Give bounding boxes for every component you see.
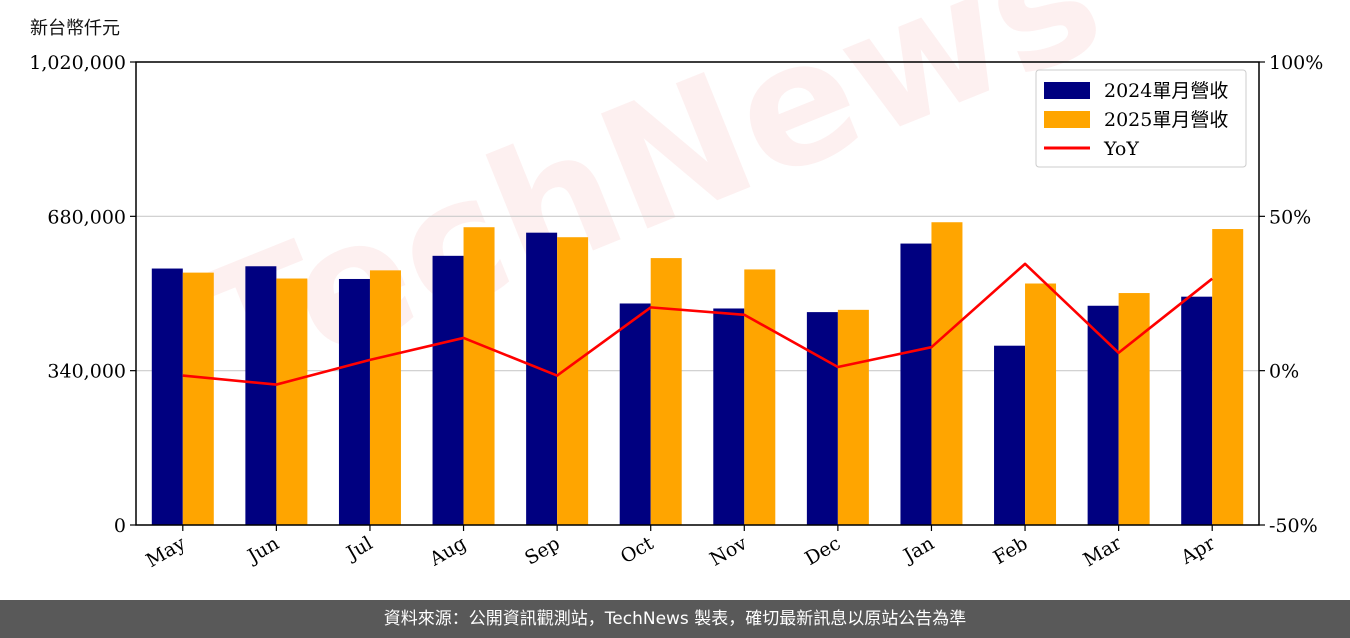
x-tick-label: Sep [521, 532, 564, 569]
bar [994, 345, 1026, 525]
yoy-line-layer [182, 262, 1214, 386]
bar [1118, 293, 1150, 525]
x-tick-label: Jul [341, 532, 376, 565]
bar [837, 309, 869, 525]
revenue-chart: 0 340,000 680,000 1,020,000 -50% 0% 50% 100% May… [29, 52, 1323, 572]
x-tick-label: Dec [801, 532, 844, 570]
bar [432, 255, 464, 525]
y-left-tick-label: 0 [114, 515, 126, 537]
legend: 2024單月營收 2025單月營收 YoY [1035, 69, 1247, 168]
bar [369, 270, 401, 525]
x-tick-label: May [142, 532, 189, 572]
legend-label: 2024單月營收 [1104, 80, 1228, 102]
bar [744, 269, 776, 525]
y-left-tick-label: 680,000 [47, 206, 126, 228]
y-left-tick-label: 340,000 [47, 361, 126, 383]
y-right-tick-label: 0% [1269, 361, 1299, 383]
x-tick-label: Nov [706, 532, 751, 571]
y-left-tick-label: 1,020,000 [29, 52, 126, 74]
bar [182, 272, 214, 525]
y-axis-unit-label: 新台幣仟元 [30, 18, 120, 39]
footer-source-note: 資料來源：公開資訊觀測站，TechNews 製表，確切最新訊息以原站公告為準 [0, 600, 1350, 638]
y-right-tick-label: -50% [1269, 515, 1318, 537]
bar [1212, 229, 1244, 525]
bar [526, 232, 558, 526]
bar [619, 303, 651, 525]
x-tick-label: Oct [617, 532, 658, 568]
legend-swatch [1044, 82, 1090, 99]
bars [151, 222, 1244, 526]
bar [713, 308, 745, 525]
bar [806, 312, 838, 525]
x-tick-label: Mar [1080, 532, 1126, 571]
bar [650, 258, 682, 525]
bar [1025, 283, 1057, 525]
x-tick-label: Jun [242, 532, 283, 568]
x-tick-label: Aug [425, 532, 470, 571]
bar [900, 243, 932, 525]
x-tick-label: Apr [1177, 532, 1220, 569]
bar [276, 278, 308, 525]
legend-label: 2025單月營收 [1104, 109, 1228, 131]
y-right-tick-label: 100% [1269, 52, 1323, 74]
bar [1087, 305, 1119, 525]
plot-frame [135, 61, 1260, 526]
bar [1181, 296, 1213, 525]
legend-label: YoY [1103, 138, 1139, 160]
bar [931, 222, 963, 525]
bar [151, 268, 183, 525]
yoy-line [182, 262, 1214, 386]
x-tick-label: Feb [990, 532, 1032, 569]
legend-swatch [1044, 111, 1090, 128]
bar [338, 278, 370, 525]
y-right-tick-label: 50% [1269, 206, 1311, 228]
bar [463, 227, 495, 525]
x-tick-label: Jan [898, 532, 938, 568]
bar [245, 266, 277, 525]
bar [557, 237, 589, 525]
